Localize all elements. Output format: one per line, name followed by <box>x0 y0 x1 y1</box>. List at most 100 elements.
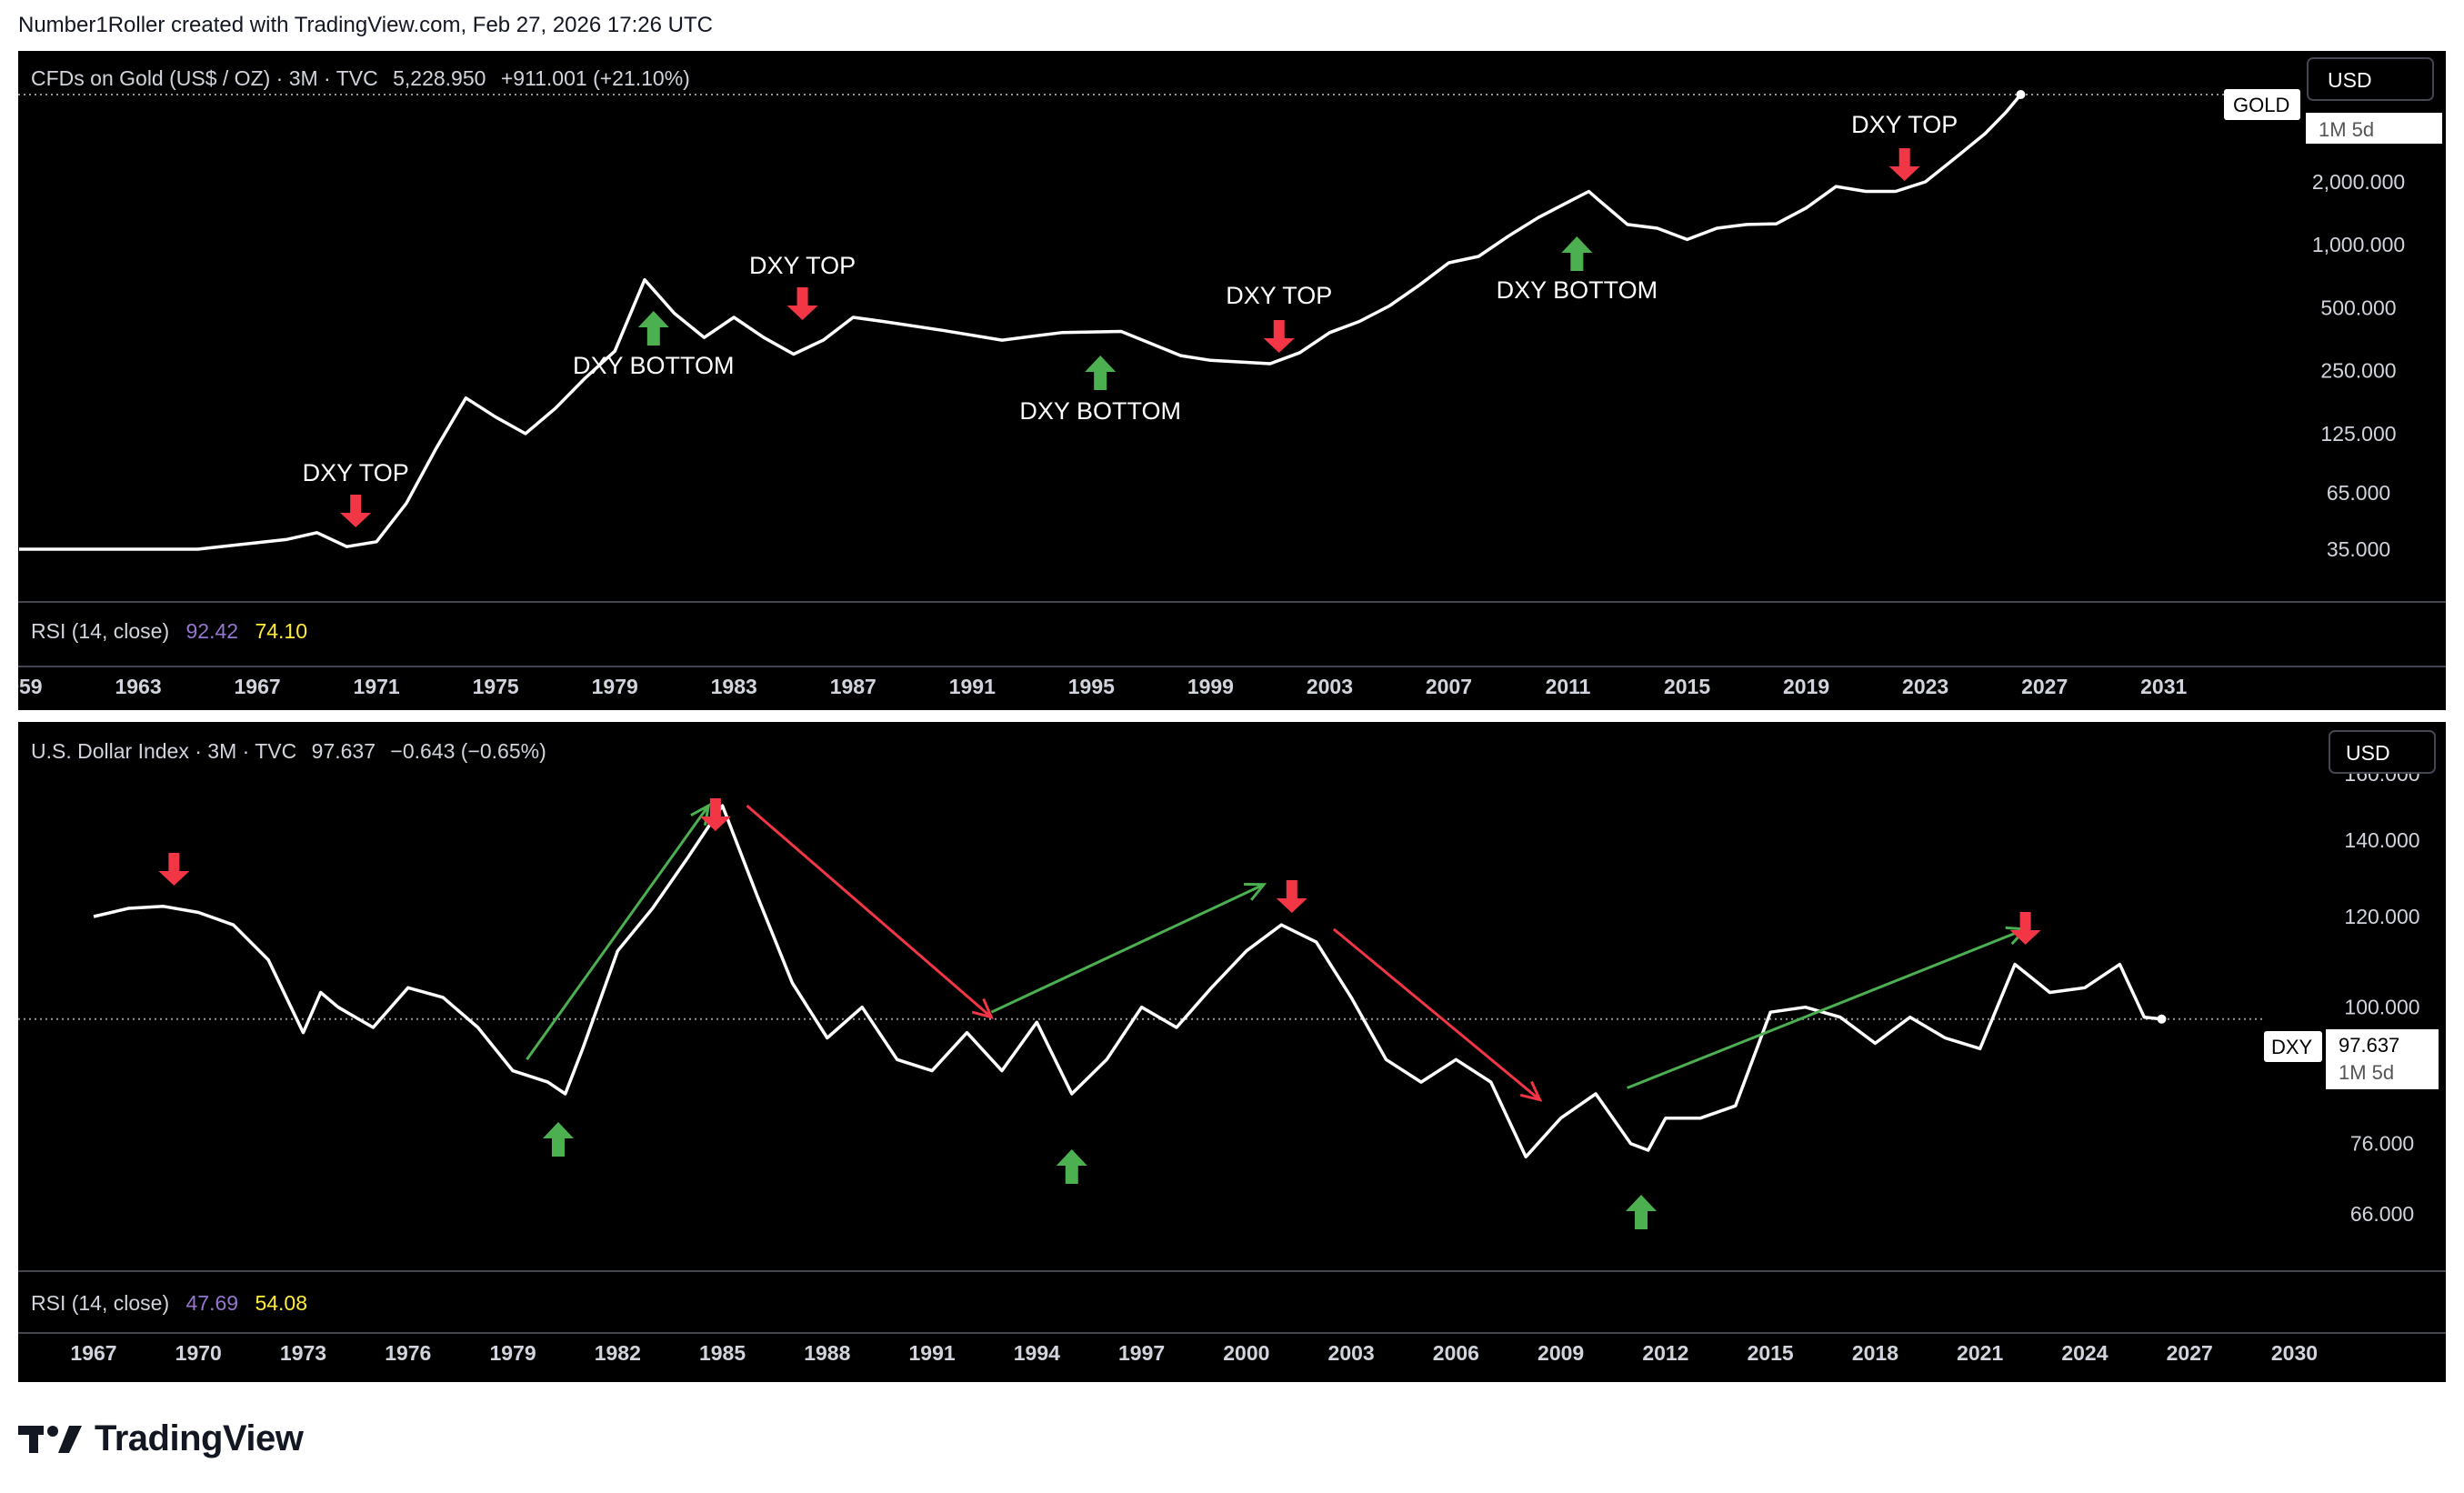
tradingview-logo-icon <box>18 1426 82 1453</box>
dxy-y-tick-label: 140.000 <box>2344 828 2419 852</box>
gold-x-tick-label: 2007 <box>1426 675 1472 698</box>
gold-dxy-top-label: DXY TOP <box>1226 282 1332 309</box>
gold-price-series-line <box>19 93 2022 551</box>
gold-dxy-top-arrow <box>1263 320 1295 353</box>
dxy-y-tick-label: 66.000 <box>2350 1202 2414 1226</box>
dxy-trend-arrowhead <box>1519 1080 1543 1102</box>
tradingview-logo[interactable]: TradingView <box>18 1417 304 1460</box>
gold-dxy-top-label: DXY TOP <box>1851 111 1958 138</box>
dxy-y-tick-label: 100.000 <box>2344 996 2419 1019</box>
gold-x-tick-label: 1987 <box>830 675 876 698</box>
gold-y-tick-label: 35.000 <box>2327 537 2390 561</box>
dxy-x-tick-label: 2003 <box>1328 1341 1375 1365</box>
dxy-symbol-badge: DXY <box>2264 1031 2322 1062</box>
dxy-x-tick-label: 1997 <box>1118 1341 1165 1365</box>
gold-x-tick-label: 2003 <box>1307 675 1353 698</box>
gold-symbol-badge: GOLD <box>2224 89 2300 120</box>
gold-dxy-top-arrow <box>340 495 372 527</box>
gold-x-tick-label: 1991 <box>949 675 996 698</box>
gold-x-tick-label: 1995 <box>1068 675 1115 698</box>
dxy-bottom-arrow <box>1056 1149 1087 1184</box>
dxy-rsi-legend: RSI (14, close) 47.69 54.08 <box>31 1291 307 1315</box>
svg-text:1M 5d: 1M 5d <box>2339 1061 2394 1084</box>
dxy-x-tick-label: 1988 <box>804 1341 850 1365</box>
gold-dxy-bottom-arrow <box>1085 356 1117 390</box>
dxy-x-tick-label: 2012 <box>1642 1341 1688 1365</box>
gold-dxy-bottom-label: DXY BOTTOM <box>1497 276 1658 304</box>
gold-y-tick-label: 250.000 <box>2320 359 2396 383</box>
gold-y-tick-label: 2,000.000 <box>2312 170 2405 194</box>
dxy-trend-arrowhead <box>690 803 711 827</box>
dxy-x-tick-label: 1967 <box>70 1341 116 1365</box>
gold-rsi-legend: RSI (14, close) 92.42 74.10 <box>31 619 307 643</box>
gold-y-tick-label: 65.000 <box>2327 481 2390 505</box>
dxy-x-tick-label: 1976 <box>385 1341 431 1365</box>
svg-text:97.637: 97.637 <box>2339 1034 2399 1057</box>
dxy-top-arrow <box>1276 880 1307 913</box>
gold-x-tick-label: 1963 <box>115 675 161 698</box>
svg-text:GOLD: GOLD <box>2233 94 2289 116</box>
gold-dxy-bottom-arrow <box>1561 236 1593 271</box>
svg-text:USD: USD <box>2346 741 2390 765</box>
tradingview-logo-text: TradingView <box>95 1418 304 1458</box>
gold-dxy-top-arrow <box>1888 148 1920 181</box>
dxy-last-point <box>2157 1014 2167 1024</box>
chart-credit: Number1Roller created with TradingView.c… <box>18 13 713 37</box>
dxy-chart-panel[interactable]: 1967 1970 1973 1976 1979 1982 1985 1988 1991 1994… <box>18 722 2446 1382</box>
gold-x-tick-label: 1959 <box>18 675 43 698</box>
gold-dxy-top-label: DXY TOP <box>303 459 409 486</box>
gold-dxy-bottom-arrow <box>637 311 669 346</box>
dxy-bottom-arrow <box>542 1122 574 1157</box>
gold-chart[interactable]: DXY TOP DXY BOTTOM DXY TOP DXY BOTTOM DXY TO… <box>18 51 2446 710</box>
dxy-top-arrow <box>2009 912 2041 945</box>
dxy-x-tick-label: 1991 <box>908 1341 955 1365</box>
dxy-x-tick-label: 1979 <box>489 1341 536 1365</box>
gold-currency-button[interactable]: USD <box>2307 57 2434 101</box>
dxy-x-tick-label: 2027 <box>2167 1341 2213 1365</box>
gold-x-tick-label: 1967 <box>234 675 280 698</box>
dxy-x-tick-label: 1985 <box>699 1341 746 1365</box>
dxy-green-trend-arrow <box>526 805 710 1061</box>
dxy-green-trend-arrow <box>1627 927 2027 1089</box>
dxy-x-tick-label: 1970 <box>175 1341 222 1365</box>
svg-text:USD: USD <box>2328 68 2372 92</box>
dxy-legend-title: U.S. Dollar Index · 3M · TVC 97.637 −0.6… <box>31 739 546 763</box>
dxy-red-trend-arrow <box>1332 927 1541 1101</box>
dxy-bottom-arrow <box>1626 1195 1658 1229</box>
dxy-trend-arrowhead <box>1244 883 1267 901</box>
dxy-y-tick-label: 120.000 <box>2344 905 2419 928</box>
gold-x-tick-label: 2023 <box>1902 675 1948 698</box>
dxy-red-trend-arrow <box>746 804 993 1018</box>
svg-text:1M 5d: 1M 5d <box>2319 118 2374 141</box>
gold-x-tick-label: 2019 <box>1783 675 1829 698</box>
dxy-currency-button[interactable]: USD <box>2329 730 2436 774</box>
gold-x-tick-label: 1979 <box>592 675 638 698</box>
dxy-top-arrow <box>699 798 731 831</box>
gold-x-tick-label: 1971 <box>354 675 400 698</box>
gold-last-point <box>2016 90 2026 100</box>
dxy-x-tick-label: 2024 <box>2061 1341 2108 1365</box>
dxy-chart[interactable]: 1967 1970 1973 1976 1979 1982 1985 1988 1991 1994… <box>18 722 2446 1382</box>
svg-text:DXY: DXY <box>2271 1036 2313 1058</box>
gold-x-tick-label: 2011 <box>1546 675 1591 698</box>
dxy-trend-arrowhead <box>971 997 995 1019</box>
gold-dxy-top-arrow <box>786 287 818 320</box>
gold-x-tick-label: 1999 <box>1187 675 1234 698</box>
dxy-x-tick-label: 1982 <box>595 1341 641 1365</box>
dxy-x-tick-label: 2018 <box>1852 1341 1898 1365</box>
gold-x-tick-label: 2015 <box>1664 675 1710 698</box>
gold-y-tick-label: 1,000.000 <box>2312 233 2405 256</box>
dxy-price-series-line <box>93 804 2162 1159</box>
gold-legend-title: CFDs on Gold (US$ / OZ) · 3M · TVC 5,228… <box>31 66 690 90</box>
gold-x-tick-label: 1975 <box>473 675 519 698</box>
dxy-x-tick-label: 2000 <box>1223 1341 1269 1365</box>
dxy-green-trend-arrow <box>990 883 1265 1014</box>
gold-chart-panel[interactable]: DXY TOP DXY BOTTOM DXY TOP DXY BOTTOM DXY TO… <box>18 51 2446 710</box>
dxy-top-arrow <box>158 853 190 886</box>
gold-dxy-top-label: DXY TOP <box>749 252 856 279</box>
gold-countdown-badge: 1M 5d <box>2306 113 2442 144</box>
gold-y-tick-label: 125.000 <box>2320 422 2396 446</box>
gold-x-tick-label: 2031 <box>2140 675 2187 698</box>
gold-dxy-bottom-label: DXY BOTTOM <box>1019 397 1181 425</box>
dxy-x-tick-label: 1973 <box>280 1341 326 1365</box>
